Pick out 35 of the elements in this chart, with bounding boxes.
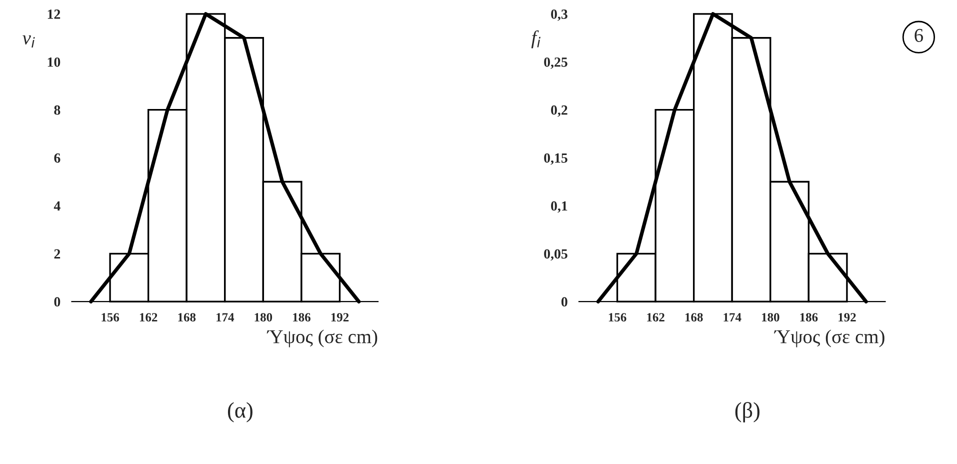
x-tick-label: 180 [254,313,272,322]
text: 6 [914,28,923,42]
x-axis-title: Ύψος (σε cm) [266,330,378,348]
y-tick-label: 0,25 [544,57,568,69]
y-tick-label: 0,05 [544,249,568,261]
x-tick-label: 162 [647,313,664,322]
x-tick-label: 174 [216,313,234,322]
y-tick-label: 6 [54,153,60,163]
y-tick-label: 0,3 [551,10,568,21]
x-tick-label: 180 [762,313,780,322]
y-tick-label: 4 [54,201,60,211]
x-tick-label: 192 [838,313,856,322]
y-axis-title: ν$_{i}$ [22,35,35,48]
x-tick-label: 192 [331,313,349,322]
text: (β) [735,402,760,422]
y-tick-label: 10 [48,57,60,67]
x-tick-label: 174 [724,313,742,322]
y-tick-label: 0 [54,297,60,307]
y-tick-label: 0 [561,297,568,307]
y-tick-label: 0,2 [551,105,568,117]
y-tick-label: 2 [54,249,60,258]
x-tick-label: 156 [102,313,120,322]
y-tick-label: 0,15 [544,153,568,165]
x-tick-label: 168 [685,313,703,322]
y-tick-label: 8 [54,105,60,115]
x-tick-label: 156 [608,313,626,322]
x-tick-label: 168 [178,313,196,322]
y-tick-label: 0,1 [551,201,568,213]
y-tick-label: 12 [48,10,60,19]
x-tick-label: 186 [800,313,818,322]
text: (α) [228,402,252,422]
x-axis-title: Ύψος (σε cm) [774,330,884,348]
x-tick-label: 186 [293,313,310,322]
x-tick-label: 162 [140,313,158,322]
y-axis-title: f$_{i}$ [531,30,540,48]
